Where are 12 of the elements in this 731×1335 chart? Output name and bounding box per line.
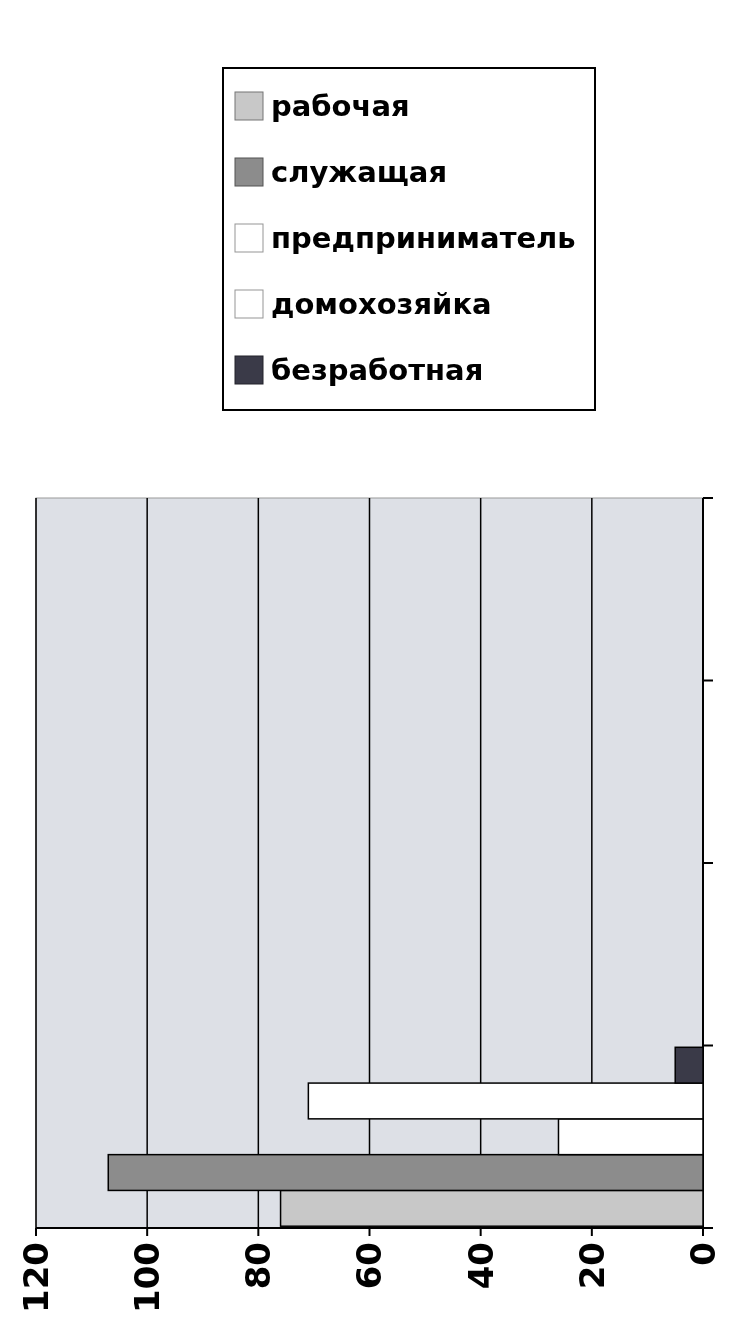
x-tick-label: 0 [682, 1242, 723, 1266]
x-tick-label: 20 [571, 1242, 612, 1290]
x-tick-label: 60 [349, 1242, 390, 1290]
legend-label: служащая [271, 155, 448, 190]
legend-label: рабочая [271, 89, 410, 124]
legend-label: домохозяйка [271, 287, 492, 322]
x-tick-label: 80 [238, 1242, 279, 1290]
x-tick-label: 100 [127, 1242, 168, 1313]
legend-label: безработная [271, 353, 484, 388]
x-tick-label: 120 [15, 1242, 56, 1313]
x-tick-label: 40 [460, 1242, 501, 1290]
legend-label: предприниматель [271, 221, 576, 256]
